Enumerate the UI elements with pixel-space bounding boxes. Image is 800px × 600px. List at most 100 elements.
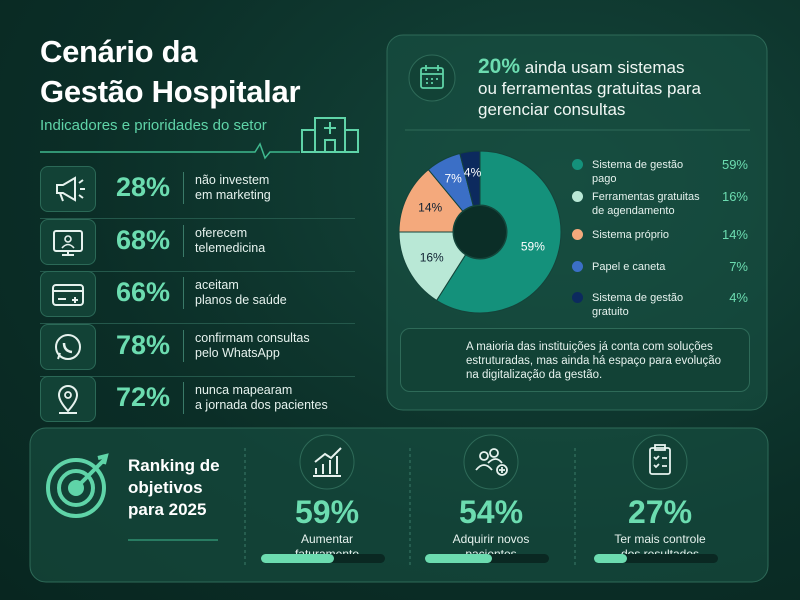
headline-line: ou ferramentas gratuitas para <box>478 79 702 98</box>
stat-icon-svg <box>57 385 79 414</box>
legend-swatch <box>572 292 583 303</box>
calendar-icon-bg <box>408 54 456 102</box>
hospital-icon <box>301 117 359 153</box>
stat-icon <box>40 219 96 265</box>
stat-text: confirmam consultas pelo WhatsApp <box>195 331 310 361</box>
stat-divider <box>183 382 184 414</box>
stat-icon <box>40 324 96 370</box>
donut-hole <box>454 206 506 258</box>
stat-value: 28% <box>116 172 171 202</box>
stat-text-line: em marketing <box>195 188 271 202</box>
stat-divider <box>183 172 184 204</box>
note: A maioria das instituições já conta com … <box>400 328 750 392</box>
stat-text-line: confirmam consultas <box>195 331 310 345</box>
stat-text-line: não investem <box>195 173 270 187</box>
stat-value: 72% <box>116 382 171 412</box>
legend-value: 7% <box>729 259 748 274</box>
stat-text-line: nunca mapearam <box>195 383 293 397</box>
headline-line: ainda usam sistemas <box>524 58 685 77</box>
stat-text: não investem em marketing <box>195 173 271 203</box>
legend-value: 4% <box>729 290 748 305</box>
slice-label: 14% <box>418 201 442 215</box>
stat-icon <box>40 271 96 317</box>
progress-track <box>594 554 718 563</box>
title: Cenário da Gestão Hospitalar <box>40 32 301 112</box>
legend-swatch <box>572 191 583 202</box>
stat-text-line: oferecem <box>195 226 248 240</box>
slice-label: 59% <box>521 240 545 254</box>
stat-divider <box>183 277 184 309</box>
stat-icon-svg <box>53 230 83 256</box>
stat-value: 68% <box>116 225 171 255</box>
donut-chart: 59% 16% 14% 7% 4% <box>398 150 562 314</box>
ranking-value: 59% <box>294 494 360 530</box>
calendar-icon <box>420 65 444 89</box>
donut-panel <box>386 34 768 411</box>
donut-slice <box>435 150 562 314</box>
legend-swatch <box>572 159 583 170</box>
legend-label: Ferramentas gratuitas de agendamento <box>592 191 700 217</box>
progress-track <box>425 554 549 563</box>
slice-label: 7% <box>445 172 463 186</box>
legend-label: Sistema de gestão gratuito <box>592 292 684 318</box>
ranking-title: Ranking de objetivos para 2025 <box>128 455 220 521</box>
ranking-item: 27%Ter mais controle dos resultados <box>580 440 740 575</box>
legend-swatch <box>572 229 583 240</box>
stat-divider <box>183 330 184 362</box>
legend-row: Sistema próprio 14% <box>572 227 752 256</box>
ranking-title-line: objetivos <box>128 478 203 497</box>
stat-row: 28% não investem em marketing <box>40 166 355 219</box>
target-icon <box>46 453 109 518</box>
title-line: Cenário da <box>40 34 198 69</box>
ranking-title-line: para 2025 <box>128 500 207 519</box>
ranking-item: 59%Aumentar faturamento <box>247 440 407 575</box>
headline: 20% ainda usam sistemas ou ferramentas g… <box>478 56 701 120</box>
legend-label: Sistema próprio <box>592 229 670 241</box>
stat-text-line: planos de saúde <box>195 293 287 307</box>
legend-row: Sistema de gestão gratuito 4% <box>572 290 752 319</box>
stat-text-line: a jornada dos pacientes <box>195 398 328 412</box>
stat-icon <box>40 376 96 422</box>
stat-text: nunca mapearam a jornada dos pacientes <box>195 383 328 413</box>
legend-swatch <box>572 261 583 272</box>
stat-icon <box>40 166 96 212</box>
stat-icon-svg <box>52 284 84 306</box>
headline-line: gerenciar consultas <box>478 100 626 119</box>
stat-text-line: aceitam <box>195 278 239 292</box>
stat-value: 66% <box>116 277 171 307</box>
stat-row: 66% aceitam planos de saúde <box>40 271 355 324</box>
slice-label: 4% <box>464 166 482 180</box>
progress-track <box>261 554 385 563</box>
ranking-panel <box>29 427 769 583</box>
stat-divider <box>183 225 184 257</box>
heartbeat-line <box>40 142 300 160</box>
legend-value: 14% <box>721 227 748 242</box>
progress-bar <box>261 554 335 563</box>
legend-row: Sistema de gestão pago 59% <box>572 157 752 186</box>
slice-label: 16% <box>420 251 444 265</box>
legend-label: Sistema de gestão pago <box>592 159 684 185</box>
ranking-value: 27% <box>627 494 693 530</box>
stat-text-line: pelo WhatsApp <box>195 346 280 360</box>
column-dividers <box>244 448 576 565</box>
stat-text: aceitam planos de saúde <box>195 278 287 308</box>
stat-text-line: telemedicina <box>195 241 266 255</box>
progress-bar <box>425 554 492 563</box>
progress-bar <box>594 554 628 563</box>
ranking-title-line: Ranking de <box>128 456 220 475</box>
stat-row: 68% oferecem telemedicina <box>40 219 355 272</box>
donut-slice <box>459 150 481 207</box>
stat-text: oferecem telemedicina <box>195 226 265 256</box>
stat-icon-svg <box>55 334 81 360</box>
subtitle: Indicadores e prioridades do setor <box>40 117 267 134</box>
ranking-item: 54%Adquirir novos pacientes <box>411 440 571 575</box>
legend-value: 16% <box>721 189 748 204</box>
ranking-value: 54% <box>458 494 524 530</box>
rank-icons <box>299 434 688 490</box>
stat-row: 78% confirmam consultas pelo WhatsApp <box>40 324 355 377</box>
stat-row: 72% nunca mapearam a jornada dos pacientes <box>40 376 355 428</box>
stat-icon-svg <box>56 176 85 202</box>
stat-value: 78% <box>116 330 171 360</box>
